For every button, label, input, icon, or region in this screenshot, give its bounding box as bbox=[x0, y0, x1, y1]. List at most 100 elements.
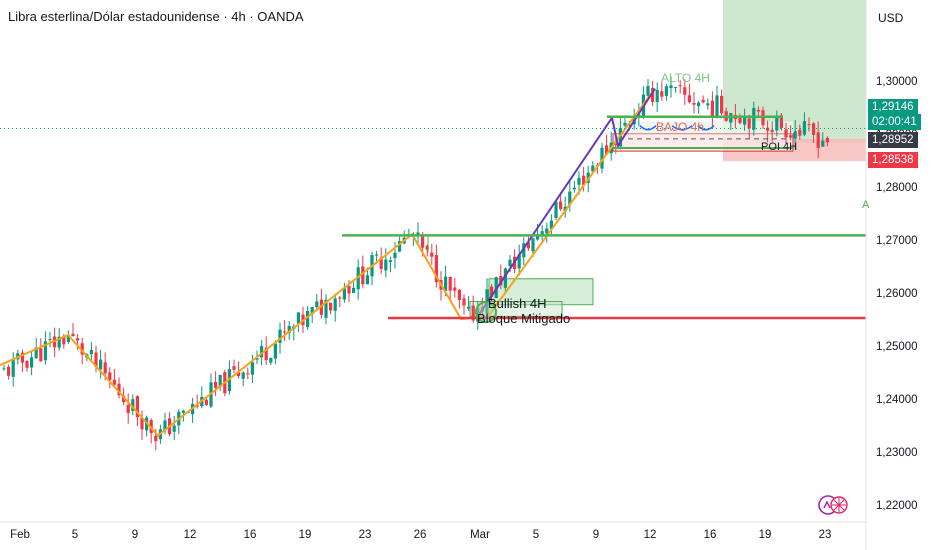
x-tick-label: Mar bbox=[470, 529, 490, 541]
candle bbox=[793, 120, 797, 149]
candle-body bbox=[812, 123, 816, 135]
candle bbox=[329, 302, 333, 315]
candle bbox=[393, 241, 397, 269]
candle-body bbox=[89, 349, 93, 355]
candle bbox=[269, 357, 273, 366]
candle bbox=[384, 248, 388, 278]
candle-body bbox=[154, 435, 158, 442]
x-tick-label: 12 bbox=[643, 529, 657, 541]
candle-body bbox=[577, 177, 581, 185]
bloque-mitigado-label: Bloque Mitigado bbox=[477, 311, 571, 326]
candle bbox=[503, 267, 507, 294]
candle bbox=[2, 364, 6, 371]
candle bbox=[825, 136, 829, 147]
candle-body bbox=[660, 91, 664, 97]
candle bbox=[816, 121, 820, 159]
candle bbox=[232, 359, 236, 374]
target-zone bbox=[723, 0, 866, 143]
candle bbox=[66, 330, 70, 345]
candle-body bbox=[310, 306, 314, 315]
candle-body bbox=[283, 331, 287, 333]
candle-body bbox=[572, 187, 576, 190]
candle-body bbox=[784, 129, 788, 138]
candle bbox=[540, 224, 544, 243]
candle-body bbox=[181, 410, 185, 413]
x-tick-label: 23 bbox=[818, 529, 832, 541]
candle bbox=[591, 161, 595, 174]
candle-body bbox=[39, 348, 43, 362]
candle bbox=[333, 293, 337, 322]
candle-body bbox=[99, 359, 103, 370]
candle-body bbox=[361, 266, 365, 285]
candle-body bbox=[421, 235, 425, 248]
candle bbox=[324, 294, 328, 325]
x-tick-label: 5 bbox=[71, 529, 79, 541]
candle-body bbox=[770, 129, 774, 132]
candle-body bbox=[356, 267, 360, 290]
right-edge-label: A bbox=[862, 199, 870, 211]
candle-body bbox=[135, 396, 139, 418]
candle bbox=[11, 352, 15, 387]
candle bbox=[149, 418, 153, 444]
candle-body bbox=[434, 255, 438, 282]
candle-body bbox=[669, 85, 673, 89]
candle bbox=[738, 113, 742, 125]
candle bbox=[821, 132, 825, 147]
candle bbox=[697, 100, 701, 114]
candle bbox=[388, 256, 392, 273]
candle bbox=[241, 371, 245, 387]
candle-body bbox=[214, 381, 218, 388]
candle-body bbox=[80, 343, 84, 355]
candle bbox=[669, 76, 673, 98]
candle-body bbox=[692, 103, 696, 105]
candle-body bbox=[490, 286, 494, 297]
x-tick-label: Feb bbox=[10, 529, 30, 541]
candle-body bbox=[163, 420, 167, 431]
candle bbox=[430, 243, 434, 265]
candle bbox=[812, 122, 816, 144]
candle-body bbox=[687, 95, 691, 103]
x-tick-label: 9 bbox=[592, 529, 600, 541]
last-price-badge: 1,29146 bbox=[868, 99, 918, 115]
candle bbox=[117, 377, 121, 399]
brand-logo-icon[interactable] bbox=[818, 494, 848, 516]
candle bbox=[131, 394, 135, 416]
candle bbox=[710, 91, 714, 127]
candle bbox=[798, 124, 802, 140]
currency-label[interactable]: USD bbox=[878, 11, 904, 25]
candle bbox=[674, 87, 678, 93]
x-tick-label: 16 bbox=[703, 529, 717, 541]
candle-body bbox=[825, 137, 829, 143]
candle bbox=[356, 259, 360, 300]
candle-body bbox=[218, 374, 222, 387]
candle bbox=[48, 331, 52, 348]
candle bbox=[490, 284, 494, 302]
candle bbox=[646, 78, 650, 99]
candle-body bbox=[333, 298, 337, 311]
candle bbox=[145, 415, 149, 437]
candle bbox=[237, 361, 241, 379]
candle bbox=[775, 110, 779, 137]
candle-body bbox=[425, 245, 429, 250]
y-tick-label: 1,28000 bbox=[876, 182, 918, 195]
candle-body bbox=[250, 362, 254, 375]
bullish-4h-label: Bullish 4H bbox=[488, 296, 547, 311]
candle-body bbox=[531, 238, 535, 252]
candle bbox=[655, 82, 659, 113]
candle-body bbox=[338, 297, 342, 299]
candle-body bbox=[342, 288, 346, 300]
candle-body bbox=[448, 276, 452, 291]
candle bbox=[71, 322, 75, 337]
candle-body bbox=[7, 366, 11, 376]
candle-body bbox=[329, 302, 333, 311]
candle-body bbox=[241, 372, 245, 379]
candle bbox=[204, 397, 208, 406]
candle-body bbox=[352, 287, 356, 293]
candle-body bbox=[618, 128, 622, 147]
candle-body bbox=[306, 310, 310, 328]
candle bbox=[554, 200, 558, 220]
candle-body bbox=[273, 343, 277, 359]
candle-body bbox=[112, 379, 116, 385]
candle bbox=[352, 280, 356, 293]
